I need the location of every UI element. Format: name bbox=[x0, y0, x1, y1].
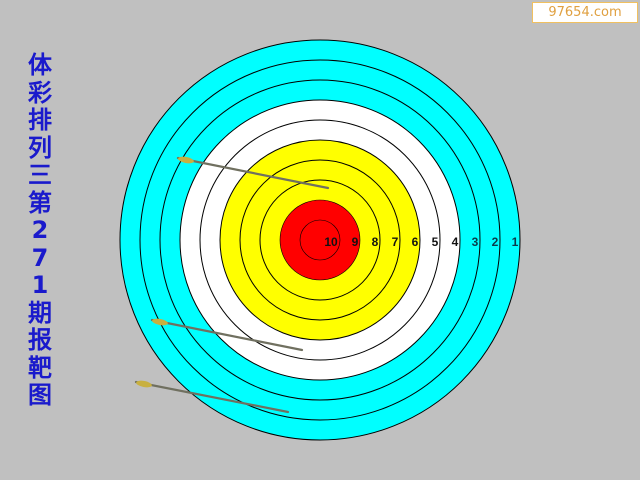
arrow-fletching bbox=[178, 156, 194, 164]
ring-label: 2 bbox=[492, 235, 499, 249]
title-char: 图 bbox=[28, 381, 52, 409]
title-char: 报 bbox=[28, 326, 52, 354]
ring-label: 10 bbox=[324, 235, 338, 249]
title-char: 列 bbox=[28, 133, 52, 162]
title-char: 排 bbox=[28, 106, 52, 134]
title-char: 靶 bbox=[28, 353, 52, 382]
title-char: 三 bbox=[28, 161, 52, 189]
title-char: 第 bbox=[28, 188, 52, 217]
arrow-shaft bbox=[150, 318, 304, 352]
ring-label: 7 bbox=[392, 235, 399, 249]
arrow-shaft bbox=[176, 156, 330, 190]
arrow-shaft bbox=[134, 380, 290, 414]
title-char: 彩 bbox=[28, 78, 52, 107]
arrow-fletching bbox=[136, 380, 152, 388]
ring-label: 9 bbox=[352, 235, 359, 249]
ring-label: 3 bbox=[472, 235, 479, 249]
title-char: 1 bbox=[31, 271, 49, 299]
title-char: 期 bbox=[28, 298, 52, 327]
target-ring-10 bbox=[299, 219, 341, 261]
title-char: 7 bbox=[31, 243, 49, 272]
title-char: 2 bbox=[31, 216, 49, 244]
title-char: 体 bbox=[28, 51, 52, 79]
ring-label: 5 bbox=[432, 235, 439, 249]
watermark: 97654.com bbox=[532, 2, 638, 23]
ring-label: 8 bbox=[372, 235, 379, 249]
ring-label: 6 bbox=[412, 235, 419, 249]
arrow-fletching bbox=[152, 318, 168, 326]
ring-label: 4 bbox=[452, 235, 459, 249]
ring-label: 1 bbox=[512, 235, 519, 249]
